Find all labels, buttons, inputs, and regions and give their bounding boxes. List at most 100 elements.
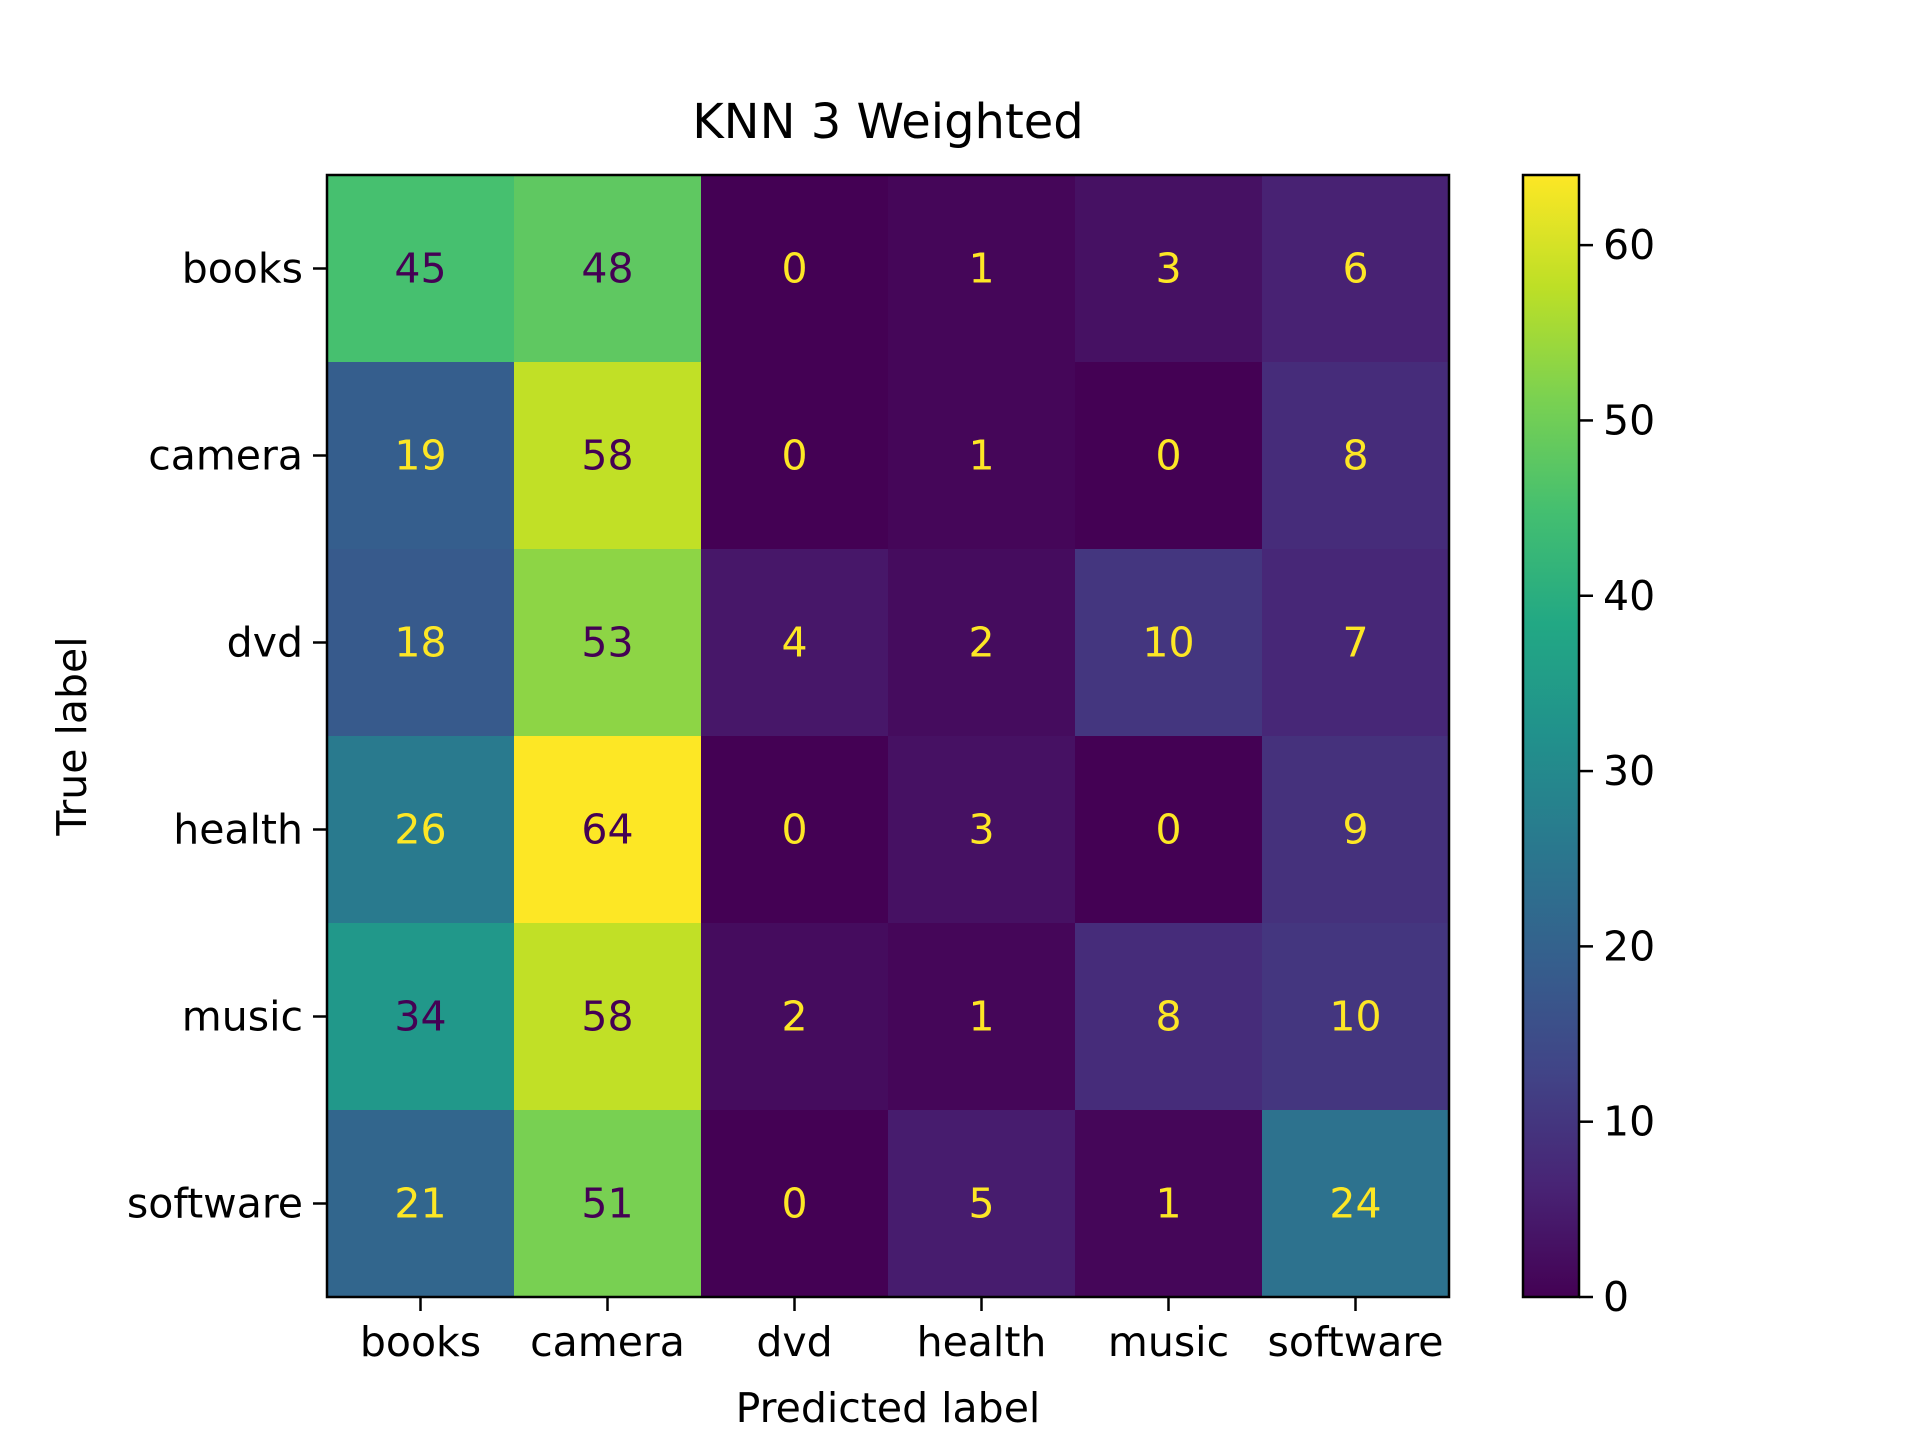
cell-value-label: 24 [1329,1180,1381,1228]
cell-value-label: 2 [968,619,994,667]
heatmap-cell-software-music [1075,1110,1263,1298]
heatmap-cell-software-software [1262,1110,1450,1298]
heatmap-cell-camera-software [1262,362,1450,550]
x-tick-label-books: books [360,1318,481,1366]
x-axis-label: Predicted label [736,1384,1041,1432]
y-axis-ticks: books camera dvd health music software [127,245,327,1228]
heatmap-cells [327,175,1450,1298]
heatmap-cell-music-books [327,923,515,1111]
cell-value-label: 21 [394,1180,446,1228]
cell-value-label: 45 [394,245,446,293]
cell-value-label: 7 [1342,619,1368,667]
cell-value-label: 4 [781,619,807,667]
heatmap-cell-software-health [888,1110,1076,1298]
cell-value-label: 5 [968,1180,994,1228]
cell-value-label: 0 [781,806,807,854]
heatmap-cell-music-health [888,923,1076,1111]
cell-value-label: 58 [581,432,633,480]
cell-value-label: 6 [1342,245,1368,293]
heatmap-cell-camera-books [327,362,515,550]
x-tick-label-dvd: dvd [756,1318,832,1366]
x-axis-ticks: books camera dvd health music software [360,1297,1444,1366]
cell-value-label: 58 [581,993,633,1041]
colorbar-tick-label: 0 [1603,1273,1629,1321]
cell-value-label: 1 [968,245,994,293]
heatmap-cell-books-software [1262,175,1450,363]
cell-value-label: 2 [781,993,807,1041]
heatmap-cell-dvd-health [888,549,1076,737]
heatmap-cell-books-music [1075,175,1263,363]
cell-value-label: 10 [1329,993,1381,1041]
heatmap-cell-music-camera [514,923,702,1111]
colorbar-tick-label: 50 [1603,396,1655,444]
cell-value-label: 3 [968,806,994,854]
heatmap-cell-software-books [327,1110,515,1298]
colorbar-tick-label: 60 [1603,221,1655,269]
x-tick-label-music: music [1108,1318,1229,1366]
heatmap-cell-camera-music [1075,362,1263,550]
cell-value-label: 19 [394,432,446,480]
y-tick-label-music: music [182,993,303,1041]
x-tick-label-camera: camera [530,1318,685,1366]
cell-value-label: 8 [1155,993,1181,1041]
heatmap-cell-dvd-software [1262,549,1450,737]
colorbar: 0 10 20 30 40 50 60 [1521,173,1655,1321]
colorbar-tick-label: 10 [1603,1098,1655,1146]
heatmap-cell-health-health [888,736,1076,924]
heatmap-cell-camera-dvd [701,362,889,550]
y-tick-label-health: health [173,806,303,854]
cell-value-label: 0 [1155,806,1181,854]
cell-value-label: 9 [1342,806,1368,854]
colorbar-tick-label: 20 [1603,922,1655,970]
y-axis-label: True label [48,636,96,836]
y-tick-label-software: software [127,1180,303,1228]
heatmap-cell-health-camera [514,736,702,924]
cell-value-label: 18 [394,619,446,667]
y-tick-label-books: books [182,245,303,293]
chart-title: KNN 3 Weighted [692,94,1084,150]
cell-value-label: 64 [581,806,633,854]
heatmap-cell-dvd-books [327,549,515,737]
heatmap-cell-health-music [1075,736,1263,924]
cell-value-label: 0 [1155,432,1181,480]
cell-value-label: 1 [968,993,994,1041]
chart-title-group: KNN 3 Weighted [692,94,1084,150]
heatmap-cell-books-dvd [701,175,889,363]
heatmap-cell-camera-health [888,362,1076,550]
heatmap-cell-music-music [1075,923,1263,1111]
cell-value-label: 0 [781,432,807,480]
cell-value-label: 1 [968,432,994,480]
x-tick-label-software: software [1267,1318,1443,1366]
heatmap-cell-books-camera [514,175,702,363]
cell-value-label: 53 [581,619,633,667]
colorbar-ticks: 0 10 20 30 40 50 60 [1579,221,1655,1321]
cell-value-label: 3 [1155,245,1181,293]
heatmap-cell-health-books [327,736,515,924]
heatmap-cell-books-health [888,175,1076,363]
cell-value-label: 10 [1142,619,1194,667]
y-tick-label-camera: camera [148,432,303,480]
cell-value-label: 8 [1342,432,1368,480]
heatmap-cell-books-books [327,175,515,363]
heatmap-cell-camera-camera [514,362,702,550]
cell-value-label: 1 [1155,1180,1181,1228]
heatmap-cell-music-dvd [701,923,889,1111]
heatmap-cell-dvd-camera [514,549,702,737]
heatmap-cell-health-dvd [701,736,889,924]
heatmap-cell-software-dvd [701,1110,889,1298]
cell-value-label: 34 [394,993,446,1041]
heatmap-cell-health-software [1262,736,1450,924]
cell-value-label: 0 [781,1180,807,1228]
heatmap-cell-dvd-music [1075,549,1263,737]
cell-value-label: 0 [781,245,807,293]
y-tick-label-dvd: dvd [227,619,303,667]
plot-frame [325,173,1451,1299]
heatmap-cell-labels: 45 48 0 1 3 619 58 0 1 0 818 53 4 2 10 726 64 0 3 0 934 58 2 1 8… [394,245,1381,1228]
heatmap-cell-dvd-dvd [701,549,889,737]
cell-value-label: 26 [394,806,446,854]
cell-value-label: 51 [581,1180,633,1228]
heatmap-cell-music-software [1262,923,1450,1111]
heatmap-cell-software-camera [514,1110,702,1298]
